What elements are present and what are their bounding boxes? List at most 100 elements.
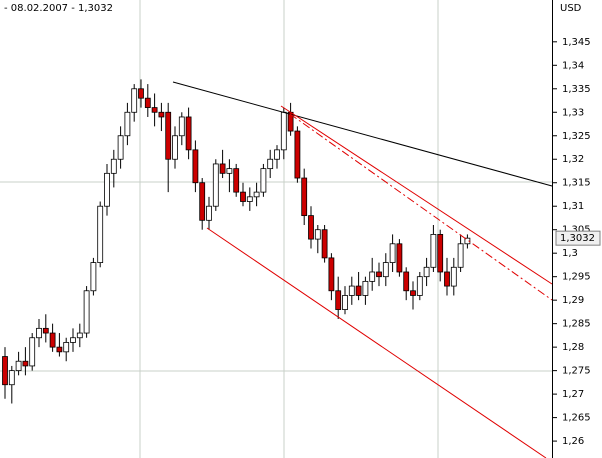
candle-body xyxy=(301,177,308,217)
candle-body xyxy=(8,370,15,386)
candle-body xyxy=(348,285,355,296)
y-tick-label: 1,315 xyxy=(562,178,591,189)
trend-line xyxy=(172,81,553,187)
last-price-box xyxy=(555,230,601,246)
last-price-label: 1,3032 xyxy=(560,233,595,244)
candle-body xyxy=(444,271,450,287)
y-tick-label: 1,295 xyxy=(562,272,591,283)
candle-body xyxy=(321,229,328,259)
candle-body xyxy=(70,337,76,343)
candle-body xyxy=(233,168,240,193)
candle-body xyxy=(226,168,233,174)
y-tick-label: 1,31 xyxy=(562,201,584,212)
candle-body xyxy=(267,158,274,170)
candle-body xyxy=(138,88,144,99)
candles xyxy=(2,79,471,404)
y-tick-label: 1,32 xyxy=(562,154,584,165)
candle-body xyxy=(172,135,178,160)
candle-body xyxy=(158,111,165,118)
candle-body xyxy=(314,229,321,240)
candle-body xyxy=(15,360,22,372)
y-tick-label: 1,345 xyxy=(562,37,591,48)
candle-body xyxy=(294,130,301,179)
y-tick-label: 1,29 xyxy=(562,295,584,306)
candle-body xyxy=(110,158,117,174)
candle-body xyxy=(423,266,430,278)
channel-upper xyxy=(280,105,553,285)
candle-body xyxy=(90,262,97,292)
candle-body xyxy=(308,215,314,240)
candle-body xyxy=(355,285,362,296)
candle-body xyxy=(144,97,151,108)
candle-body xyxy=(219,163,226,174)
candle-body xyxy=(49,332,56,348)
candle-body xyxy=(342,295,348,310)
candle-body xyxy=(131,88,138,113)
candle-body xyxy=(335,290,342,310)
candle-body xyxy=(178,116,185,137)
candle-body xyxy=(430,234,437,268)
trend-lines xyxy=(172,81,553,458)
candle-body xyxy=(280,111,287,151)
y-tick-label: 1,33 xyxy=(562,107,584,118)
candle-body xyxy=(83,290,90,334)
candle-body xyxy=(76,332,83,339)
chart-title: - 08.02.2007 - 1,3032 xyxy=(4,3,113,14)
candle-body xyxy=(410,290,416,296)
y-tick-label: 1,34 xyxy=(562,60,584,71)
candle-body xyxy=(151,107,158,113)
candle-body xyxy=(369,271,376,282)
candle-body xyxy=(212,163,219,207)
y-tick-label: 1,28 xyxy=(562,342,584,353)
candle-body xyxy=(464,237,471,245)
candle-body xyxy=(36,327,42,339)
candle-body xyxy=(328,257,335,292)
y-tick-label: 1,27 xyxy=(562,389,584,400)
candle-body xyxy=(2,356,8,386)
y-tick-label: 1,265 xyxy=(562,413,591,424)
channel-lower xyxy=(206,227,547,458)
candle-body xyxy=(253,191,260,198)
candle-body xyxy=(206,205,212,221)
grid xyxy=(0,0,552,458)
candle-body xyxy=(437,234,444,273)
candle-body xyxy=(97,205,104,263)
candle-body xyxy=(42,327,49,334)
candle-body xyxy=(389,243,396,263)
y-axis: 1,261,2651,271,2751,281,2851,291,2951,31… xyxy=(552,37,601,447)
channel-mid xyxy=(289,113,553,301)
candle-body xyxy=(382,262,389,278)
candle-body xyxy=(240,191,246,202)
candle-body xyxy=(199,182,206,221)
candle-body xyxy=(192,149,199,184)
candle-body xyxy=(403,271,410,292)
candle-body xyxy=(396,243,403,273)
candle-body xyxy=(450,266,457,287)
candle-body xyxy=(274,149,280,160)
y-tick-label: 1,305 xyxy=(562,225,591,236)
candle-body xyxy=(117,135,124,160)
candle-body xyxy=(185,116,192,151)
candle-body xyxy=(124,111,131,137)
y-tick-label: 1,26 xyxy=(562,436,584,447)
y-tick-label: 1,335 xyxy=(562,84,591,95)
candle-body xyxy=(56,346,63,353)
candle-body xyxy=(246,196,253,202)
y-tick-label: 1,275 xyxy=(562,366,591,377)
y-tick-label: 1,325 xyxy=(562,131,591,142)
y-tick-label: 1,3 xyxy=(562,248,578,259)
candle-body xyxy=(260,168,267,193)
axis-label: USD xyxy=(560,3,582,14)
candle-body xyxy=(29,337,36,367)
candle-body xyxy=(416,276,423,296)
candle-body xyxy=(22,360,29,367)
candle-body xyxy=(63,342,70,353)
candle-body xyxy=(457,243,464,268)
y-tick-label: 1,285 xyxy=(562,319,591,330)
candle-body xyxy=(362,280,369,296)
candle-body xyxy=(104,172,110,207)
candle-body xyxy=(165,111,172,160)
